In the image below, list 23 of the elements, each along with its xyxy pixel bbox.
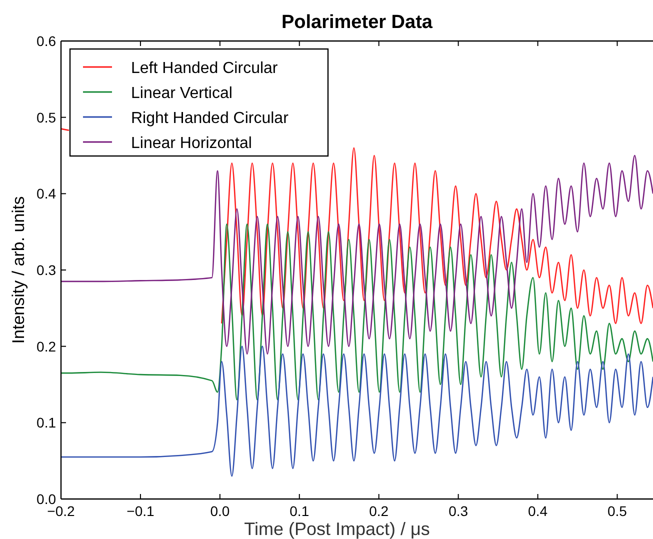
chart-title: Polarimeter Data (281, 12, 433, 33)
legend-label: Right Handed Circular (131, 110, 290, 127)
x-tick-label: 0.2 (369, 503, 389, 519)
y-tick-label: 0.1 (36, 414, 56, 431)
y-tick-label: 0.3 (36, 262, 56, 278)
line-series (61, 224, 653, 400)
legend-label: Left Handed Circular (131, 60, 278, 77)
x-tick-label: −0.1 (126, 503, 154, 519)
x-tick-label: 0.4 (528, 503, 548, 519)
y-tick-label: 0.5 (36, 109, 56, 126)
x-tick-label: 0.0 (210, 503, 230, 519)
x-tick-label: 0.3 (448, 503, 468, 519)
x-tick-label: 0.1 (290, 503, 310, 519)
y-axis-title: Intensity / arb. units (9, 196, 28, 344)
y-tick-label: 0.2 (36, 338, 56, 354)
x-tick-label: 0.5 (608, 503, 628, 519)
legend-label: Linear Horizontal (131, 135, 252, 152)
y-tick-label: 0.6 (36, 33, 56, 49)
line-series (61, 154, 653, 355)
legend-label: Linear Vertical (131, 85, 232, 102)
x-axis-title: Time (Post Impact) / μs (244, 519, 430, 539)
y-tick-label: 0.4 (36, 186, 56, 202)
line-series (61, 346, 653, 477)
